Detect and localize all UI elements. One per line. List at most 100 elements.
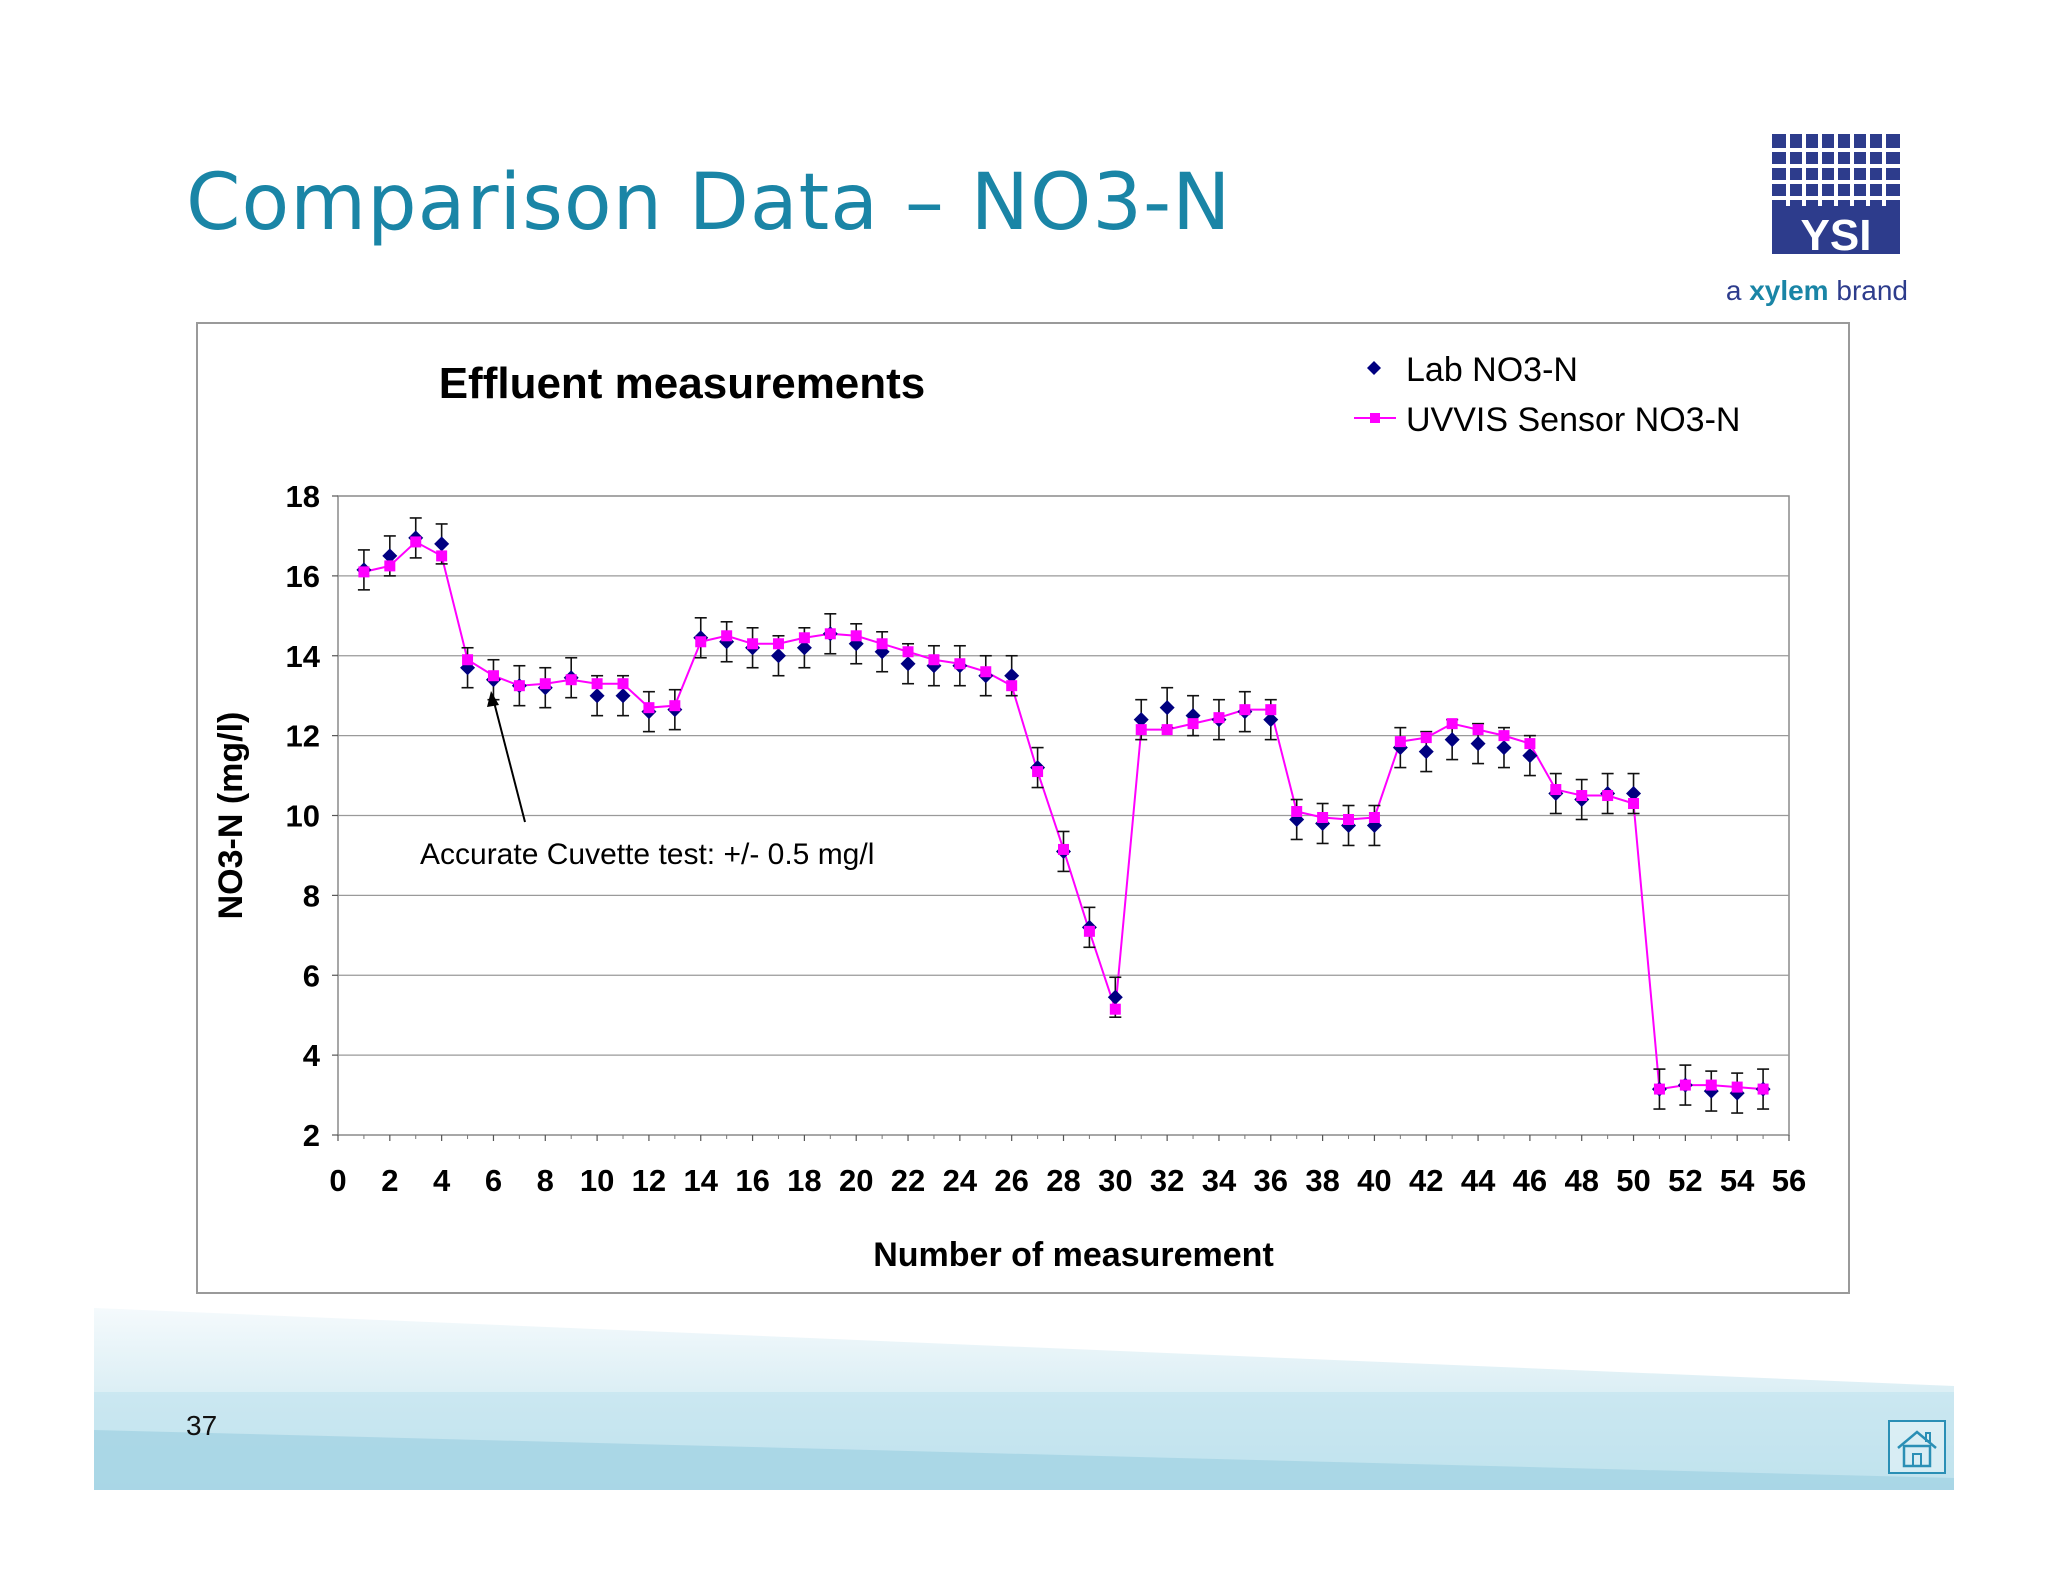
- sensor-point: [850, 630, 862, 642]
- sensor-point: [487, 670, 499, 682]
- x-tick-label: 26: [994, 1163, 1028, 1198]
- lab-point: [1133, 712, 1149, 728]
- legend-lab-label: Lab NO3-N: [1406, 351, 1578, 389]
- annotation-arrow: [493, 701, 526, 823]
- y-axis-label: NO3-N (mg/l): [212, 712, 250, 920]
- y-tick-label: 12: [286, 719, 320, 754]
- sensor-point: [1731, 1081, 1743, 1093]
- x-tick-label: 6: [485, 1163, 502, 1198]
- lab-point: [900, 656, 916, 672]
- lab-point: [1418, 744, 1434, 760]
- lab-point: [874, 644, 890, 660]
- sensor-point: [1757, 1083, 1769, 1095]
- slide-title: Comparison Data – NO3-N: [186, 158, 1232, 248]
- sensor-point: [1187, 718, 1199, 730]
- home-button[interactable]: [1888, 1420, 1946, 1474]
- x-tick-label: 52: [1668, 1163, 1702, 1198]
- x-tick-label: 42: [1409, 1163, 1443, 1198]
- x-tick-label: 46: [1513, 1163, 1547, 1198]
- lab-point: [796, 640, 812, 656]
- sensor-point: [384, 560, 396, 572]
- sensor-point: [798, 632, 810, 644]
- sensor-point: [1161, 724, 1173, 736]
- sensor-point: [1420, 732, 1432, 744]
- sensor-point: [1135, 724, 1147, 736]
- x-tick-label: 12: [632, 1163, 666, 1198]
- x-tick-label: 18: [787, 1163, 821, 1198]
- sensor-point: [1602, 790, 1614, 802]
- sensor-point: [1006, 680, 1018, 692]
- x-tick-label: 54: [1720, 1163, 1755, 1198]
- x-tick-label: 50: [1616, 1163, 1650, 1198]
- y-tick-label: 4: [303, 1038, 321, 1073]
- sensor-point: [513, 680, 525, 692]
- annotation-arrowhead: [487, 691, 499, 707]
- footer-band: [94, 1308, 1954, 1490]
- x-tick-label: 32: [1150, 1163, 1184, 1198]
- y-tick-label: 14: [286, 639, 321, 674]
- sensor-point: [1498, 730, 1510, 742]
- x-tick-label: 30: [1098, 1163, 1132, 1198]
- sensor-point: [1317, 811, 1329, 823]
- lab-point: [770, 648, 786, 664]
- ysi-logo-mark: YSI: [1772, 134, 1900, 260]
- lab-point: [1626, 786, 1642, 802]
- sensor-point: [1679, 1079, 1691, 1091]
- sensor-point: [1524, 738, 1536, 750]
- sensor-point: [1058, 843, 1069, 855]
- sensor-point: [1368, 811, 1380, 823]
- y-tick-label: 8: [303, 878, 320, 913]
- x-tick-label: 10: [580, 1163, 614, 1198]
- sensor-point: [876, 638, 888, 650]
- sensor-point: [565, 674, 577, 686]
- sensor-point: [436, 550, 448, 562]
- sensor-point: [591, 678, 603, 690]
- sensor-point: [1213, 712, 1225, 724]
- x-tick-label: 24: [943, 1163, 978, 1198]
- y-tick-label: 16: [286, 559, 320, 594]
- x-tick-label: 40: [1357, 1163, 1391, 1198]
- sensor-point: [539, 678, 551, 690]
- sensor-point: [643, 702, 655, 714]
- x-tick-label: 16: [735, 1163, 769, 1198]
- sensor-point: [358, 566, 370, 578]
- sensor-point: [1109, 1003, 1121, 1015]
- sensor-point: [1705, 1079, 1717, 1091]
- logo-brand-text: YSI: [1801, 211, 1872, 260]
- sensor-point: [1291, 806, 1303, 818]
- ysi-logo: YSI a xylem brand: [1700, 128, 1910, 308]
- sensor-point: [1472, 724, 1484, 736]
- y-tick-label: 10: [286, 799, 320, 834]
- y-tick-label: 18: [286, 479, 320, 514]
- lab-point: [1522, 748, 1538, 764]
- x-tick-label: 4: [433, 1163, 451, 1198]
- sensor-point: [772, 638, 784, 650]
- legend-sensor-marker: [1370, 413, 1380, 423]
- sensor-point: [1032, 766, 1044, 778]
- sensor-point: [1550, 784, 1562, 796]
- x-axis-label: Number of measurement: [873, 1236, 1274, 1274]
- logo-tagline: a xylem brand: [1726, 275, 1908, 306]
- lab-point: [1263, 712, 1279, 728]
- sensor-point: [410, 536, 422, 548]
- lab-point: [1470, 736, 1486, 752]
- x-tick-label: 56: [1772, 1163, 1806, 1198]
- sensor-point: [980, 666, 992, 678]
- lab-point: [615, 688, 631, 704]
- x-tick-label: 44: [1461, 1163, 1496, 1198]
- lab-point: [1159, 700, 1175, 716]
- sensor-point: [954, 658, 966, 670]
- x-tick-label: 48: [1564, 1163, 1598, 1198]
- sensor-point: [1628, 798, 1640, 810]
- x-tick-label: 22: [891, 1163, 925, 1198]
- sensor-point: [902, 646, 914, 658]
- lab-point: [1107, 989, 1123, 1005]
- legend-lab-marker: [1367, 361, 1381, 375]
- sensor-point: [747, 638, 759, 650]
- sensor-point: [1576, 790, 1588, 802]
- sensor-point: [928, 654, 940, 666]
- home-icon: [1897, 1430, 1937, 1468]
- sensor-point: [1394, 736, 1406, 748]
- x-tick-label: 28: [1046, 1163, 1080, 1198]
